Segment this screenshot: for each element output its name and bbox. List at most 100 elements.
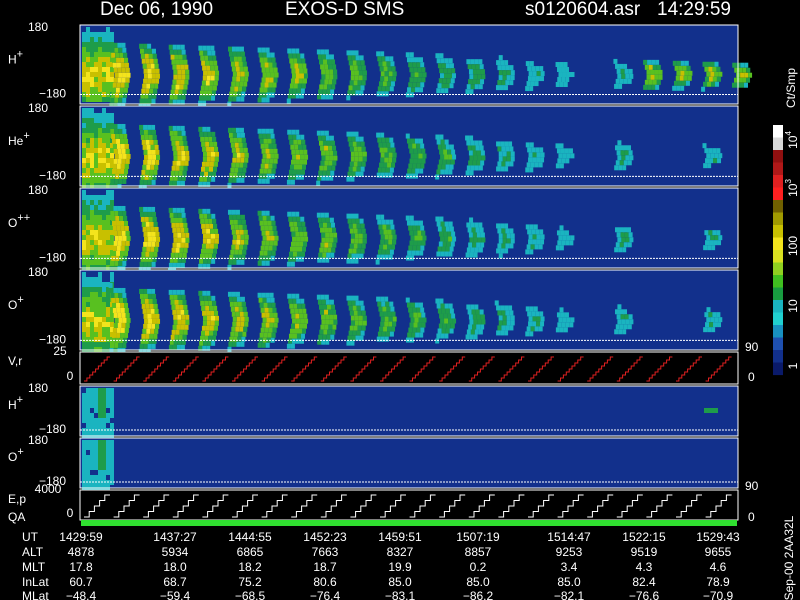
spectrogram-cell (110, 332, 114, 337)
spectrogram-cell (144, 338, 149, 344)
spectrogram-cell (233, 219, 238, 225)
spectrogram-cell (331, 84, 336, 90)
spectrogram-cell (440, 303, 445, 309)
spectrogram-cell (505, 243, 510, 249)
spectrogram-cell (391, 147, 396, 153)
spectrogram-cell (319, 329, 324, 335)
spectrogram-cell (243, 244, 248, 250)
spectrogram-cell (346, 131, 351, 137)
spectrogram-cell (709, 240, 714, 246)
spectrogram-cell (94, 128, 98, 133)
spectrogram-cell (413, 67, 418, 73)
spectrogram-cell (204, 85, 209, 91)
spectrogram-cell (184, 227, 189, 233)
spectrogram-cell (474, 84, 479, 90)
spectrogram-cell (120, 225, 125, 231)
spectrogram-cell (113, 123, 118, 129)
spectrogram-cell (356, 330, 361, 336)
spectrogram-cell (94, 173, 98, 178)
spectrogram-cell (199, 340, 204, 346)
spectrogram-cell (203, 70, 208, 76)
spectrogram-cell (414, 72, 419, 78)
spectrogram-cell (356, 223, 361, 229)
spectrogram-cell (473, 319, 478, 325)
spectrogram-cell (177, 94, 182, 100)
spectrogram-cell (121, 148, 126, 154)
spectrogram-cell (466, 222, 471, 228)
spectrogram-cell (117, 77, 122, 83)
panel-frame (79, 105, 739, 187)
spectrogram-cell (318, 304, 323, 310)
spectrogram-cell (173, 94, 178, 100)
spectrogram-cell (532, 71, 537, 77)
spectrogram-cell (509, 243, 514, 249)
spectrogram-cell (178, 170, 183, 176)
spectrogram-cell (417, 230, 422, 236)
spectrogram-cell (266, 173, 271, 179)
spectrogram-panel (80, 386, 738, 436)
spectrogram-cell (94, 178, 98, 183)
spectrogram-cell (121, 77, 126, 83)
spectrogram-cell (120, 245, 125, 251)
spectrogram-cell (361, 161, 366, 167)
spectrogram-cell (232, 296, 237, 302)
spectrogram-cell (451, 68, 456, 74)
spectrogram-cell (290, 179, 295, 185)
row-value: −83.1 (385, 589, 416, 600)
spectrogram-cell (240, 71, 245, 77)
spectrogram-cell (540, 71, 545, 77)
spectrogram-cell (617, 140, 622, 146)
spectrogram-cell (117, 287, 122, 293)
spectrogram-cell (440, 154, 445, 160)
spectrogram-cell (321, 74, 326, 80)
spectrogram-cell (466, 247, 471, 253)
spectrogram-cell (509, 228, 514, 234)
spectrogram-cell (86, 113, 90, 118)
spectrogram-cell (385, 167, 390, 173)
spectrogram-cell (125, 158, 130, 164)
spectrogram-cell (325, 339, 330, 345)
spectrogram-cell (90, 113, 94, 118)
spectrogram-cell (297, 303, 302, 309)
spectrogram-cell (198, 290, 203, 296)
spectrogram-cell (147, 124, 152, 130)
spectrogram-cell (421, 322, 426, 328)
spectrogram-cell (274, 235, 279, 241)
spectrogram-cell (442, 323, 447, 329)
spectrogram-cell (409, 215, 414, 221)
spectrogram-cell (172, 125, 177, 131)
spectrogram-cell (151, 231, 156, 237)
spectrogram-cell (90, 327, 94, 332)
spectrogram-cell (244, 316, 249, 322)
spectrogram-cell (174, 217, 179, 223)
spectrogram-cell (263, 168, 268, 174)
spectrogram-cell (86, 158, 90, 163)
spectrogram-cell (292, 216, 297, 222)
spectrogram-cell (716, 230, 721, 236)
spectrogram-cell (86, 388, 90, 393)
spectrogram-cell (444, 221, 449, 227)
spectrogram-cell (385, 249, 390, 255)
spectrogram-cell (231, 209, 236, 215)
spectrogram-cell (390, 81, 395, 87)
spectrogram (82, 27, 753, 109)
spectrogram-cell (94, 47, 98, 52)
spectrogram-cell (712, 230, 717, 236)
spectrogram-cell (361, 80, 366, 86)
spectrogram-cell (322, 222, 327, 228)
spectrogram-cell (86, 220, 90, 225)
spectrogram-cell (646, 74, 651, 80)
spectrogram-cell (113, 158, 118, 164)
spectrogram-cell (152, 256, 157, 262)
spectrogram-cell (176, 99, 181, 105)
spectrogram-cell (331, 247, 336, 253)
spectrogram-cell (500, 223, 505, 229)
spectrogram-cell (270, 92, 275, 98)
spectrogram-cell (703, 81, 708, 87)
spectrogram-cell (200, 85, 205, 91)
row-value: 18.2 (238, 560, 262, 574)
spectrogram-cell (110, 398, 114, 403)
spectrogram-cell (317, 54, 322, 60)
spectrogram-cell (228, 214, 233, 220)
spectrogram-cell (90, 173, 94, 178)
